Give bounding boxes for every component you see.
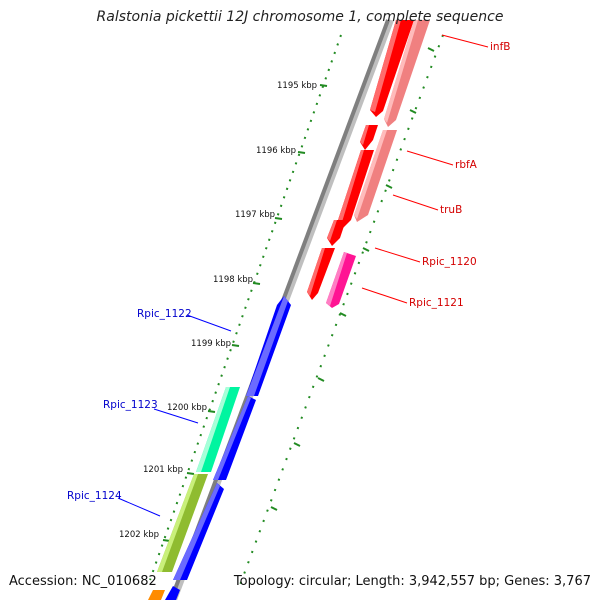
gene-label-Rpic_1123[interactable]: Rpic_1123 [103, 399, 158, 411]
gene-Rpic_1121[interactable] [326, 252, 356, 308]
gene-orange[interactable] [148, 590, 165, 600]
kbp-label-1199: 1199 kbp [191, 339, 231, 349]
outer-dotted-guide [149, 34, 342, 581]
gene-rbfA[interactable] [360, 125, 378, 150]
leader-lines-blue [117, 314, 232, 517]
gene-blue-middle[interactable] [213, 396, 256, 480]
leader-lines-red [361, 34, 489, 304]
gene-label-rbfA[interactable]: rbfA [455, 159, 478, 171]
kbp-label-1197: 1197 kbp [235, 210, 275, 220]
accession-text: Accession: NC_010682 [9, 574, 157, 589]
gene-label-Rpic_1124[interactable]: Rpic_1124 [67, 490, 122, 502]
gene-blue-bottom[interactable] [165, 586, 180, 600]
kbp-label-1202: 1202 kbp [119, 530, 159, 540]
gene-infB-light[interactable] [384, 20, 430, 127]
kbp-label-1198: 1198 kbp [213, 275, 253, 285]
gene-Rpic_1124[interactable] [157, 474, 208, 572]
kbp-label-1200: 1200 kbp [167, 403, 207, 413]
kbp-label-1201: 1201 kbp [143, 465, 183, 475]
gene-truB[interactable] [338, 150, 374, 228]
gene-label-Rpic_1121[interactable]: Rpic_1121 [409, 297, 464, 309]
gene-Rpic_1123[interactable] [196, 387, 240, 472]
map-title: Ralstonia pickettii 12J chromosome 1, co… [96, 9, 504, 25]
gene-rbfA-light[interactable] [354, 130, 397, 222]
gene-Rpic_1120-fwd[interactable] [327, 220, 346, 246]
kbp-label-1195: 1195 kbp [277, 81, 317, 91]
summary-text: Topology: circular; Length: 3,942,557 bp… [233, 574, 591, 589]
kbp-label-1196: 1196 kbp [256, 146, 296, 156]
gene-label-Rpic_1122[interactable]: Rpic_1122 [137, 308, 192, 320]
gene-red-lower[interactable] [307, 248, 335, 300]
gene-infB[interactable] [370, 20, 414, 117]
kbp-tick-marks [162, 47, 435, 542]
gene-label-infB[interactable]: infB [490, 41, 510, 53]
gene-label-truB[interactable]: truB [440, 204, 462, 216]
gene-blue-lower[interactable] [173, 483, 224, 580]
gene-label-Rpic_1120[interactable]: Rpic_1120 [422, 256, 477, 268]
inner-dotted-guide [239, 34, 444, 586]
gene-Rpic_1122[interactable] [246, 296, 291, 396]
